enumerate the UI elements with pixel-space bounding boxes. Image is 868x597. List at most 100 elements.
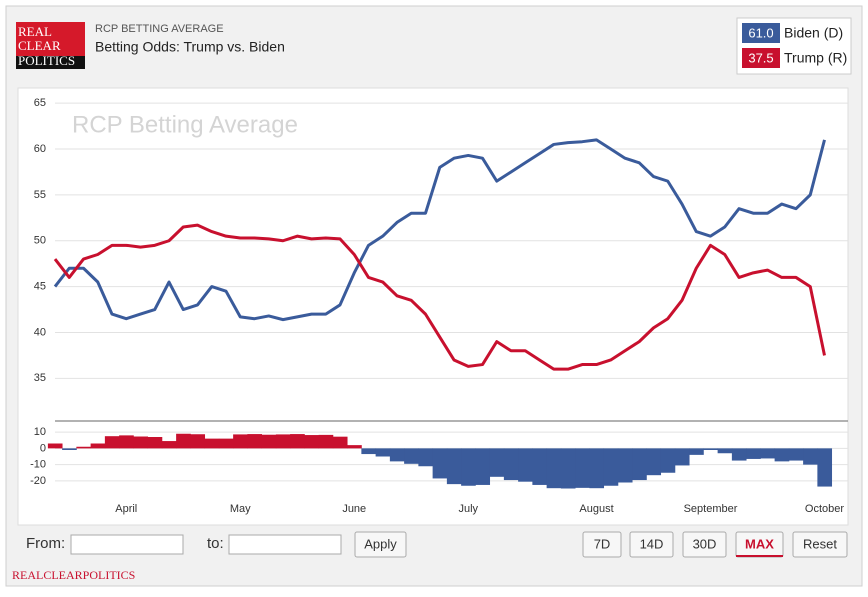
spread-bar	[432, 448, 448, 479]
y-tick-label: 10	[34, 426, 46, 438]
spread-bar	[389, 448, 405, 462]
watermark: RCP Betting Average	[72, 111, 298, 138]
spread-bar	[275, 434, 291, 449]
range-button[interactable]	[582, 531, 622, 558]
spread-bar	[318, 434, 334, 449]
apply-button[interactable]	[354, 531, 407, 558]
to-label: to:	[207, 535, 224, 552]
title: Betting Odds: Trump vs. Biden	[95, 39, 285, 55]
y-tick-label: 40	[34, 326, 46, 338]
spread-bar	[76, 446, 92, 449]
spread-bar	[233, 434, 248, 449]
controls: From: to: Apply 7D 14D 30D MAX Reset	[26, 531, 848, 558]
spread-bar	[190, 434, 206, 449]
spread-bar	[176, 433, 191, 449]
spread-bar	[119, 435, 134, 449]
range-label: MAX	[745, 536, 774, 551]
from-label: From:	[26, 535, 65, 552]
spread-bar	[532, 448, 548, 485]
logo-text: POLITICS	[18, 53, 75, 68]
x-tick-label: August	[579, 503, 613, 515]
spread-bar	[503, 448, 519, 481]
spread-bar	[218, 438, 234, 449]
from-input[interactable]	[70, 534, 184, 555]
footer: REALCLEARPOLITICS	[12, 568, 135, 582]
spread-bar	[788, 448, 804, 461]
spread-bar	[817, 448, 833, 487]
y-tick-label: 65	[34, 97, 46, 109]
spread-bar	[660, 448, 676, 473]
spread-bar	[47, 443, 63, 449]
range-label: 14D	[640, 536, 664, 551]
spread-bar	[575, 448, 590, 488]
spread-bar	[489, 448, 505, 477]
spread-bar	[589, 448, 605, 489]
y-tick-label: 50	[34, 235, 46, 247]
spread-bar	[161, 441, 177, 449]
spread-bar	[803, 448, 818, 465]
spread-bar	[90, 443, 106, 449]
spread-bar	[104, 436, 120, 449]
spread-bar	[304, 435, 320, 449]
x-tick-label: May	[230, 503, 251, 515]
apply-label: Apply	[364, 536, 397, 551]
y-tick-label: -20	[30, 475, 46, 487]
line	[53, 138, 826, 322]
spread-bar	[461, 448, 476, 486]
spread-bar	[446, 448, 462, 485]
y-tick-label: 45	[34, 281, 46, 293]
spread-bar	[731, 448, 747, 461]
range-label: Reset	[803, 536, 837, 551]
spread-bar	[290, 434, 305, 449]
legend-swatch	[742, 48, 780, 68]
line	[53, 223, 826, 371]
logo-band	[16, 56, 85, 69]
spread-bar	[603, 448, 619, 486]
spread-bar	[133, 436, 149, 449]
range-button[interactable]	[682, 531, 727, 558]
x-tick-label: April	[115, 503, 137, 515]
spread-bar	[717, 448, 733, 454]
spread-bar	[617, 448, 633, 483]
legend-value: 37.5	[748, 50, 773, 65]
spread-bar	[261, 434, 277, 449]
spread-bar	[361, 448, 377, 455]
spread-bar	[703, 448, 719, 450]
spread-bar	[404, 448, 419, 464]
x-tick-label: June	[342, 503, 366, 515]
spread-bar	[247, 434, 263, 449]
y-tick-label: 35	[34, 372, 46, 384]
spread-bar	[560, 448, 576, 489]
spread-bar	[332, 436, 348, 449]
logo-text: CLEAR	[18, 38, 61, 53]
spread-bar	[518, 448, 533, 482]
x-tick-label: October	[805, 503, 844, 515]
range-button[interactable]	[629, 531, 674, 558]
spread-bar	[347, 445, 362, 449]
legend-label: Trump (R)	[784, 50, 847, 66]
spread-bar	[632, 448, 647, 481]
spread-bar	[62, 448, 77, 450]
range-button[interactable]	[792, 531, 848, 558]
spread-bar	[774, 448, 790, 462]
subtitle: RCP BETTING AVERAGE	[95, 23, 224, 35]
spread-bar	[646, 448, 662, 476]
x-tick-label: July	[458, 503, 478, 515]
spread-bar	[674, 448, 690, 466]
spread-bar	[418, 448, 434, 467]
legend-label: Biden (D)	[784, 25, 843, 41]
spread-bar	[375, 448, 391, 457]
spread-bar	[760, 448, 776, 459]
legend-value: 61.0	[748, 25, 773, 40]
spread-bar	[689, 448, 704, 455]
spread-bar	[746, 448, 761, 459]
y-tick-label: -10	[30, 459, 46, 471]
logo-text: REAL	[18, 24, 52, 39]
y-tick-label: 60	[34, 143, 46, 155]
range-label: 30D	[693, 536, 717, 551]
to-input[interactable]	[228, 534, 342, 555]
y-tick-label: 55	[34, 189, 46, 201]
range-label: 7D	[594, 536, 611, 551]
spread-bar	[147, 437, 163, 449]
